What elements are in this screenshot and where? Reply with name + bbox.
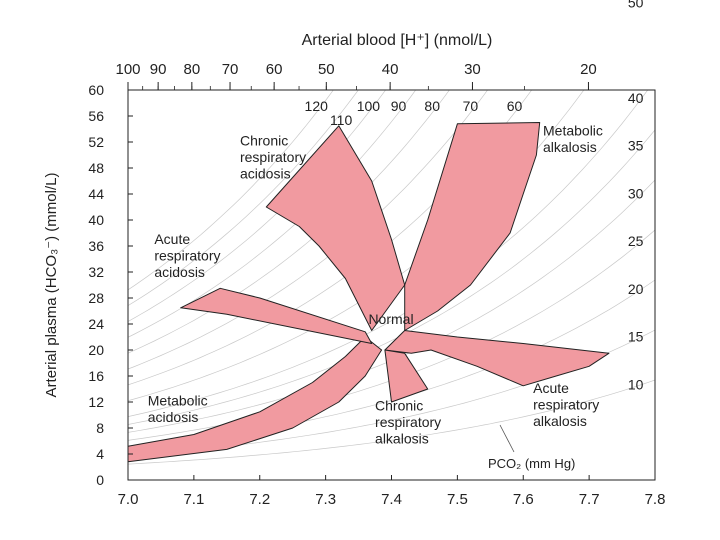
isobar-label-15: 15 — [628, 329, 644, 345]
isobar-line-10 — [128, 379, 655, 465]
annotation-chronic-resp-acidosis-line: Chronic — [240, 132, 288, 148]
region-chronic-respiratory-acidosis — [265, 125, 406, 331]
region-annotations: ChronicrespiratoryacidosisAcuterespirato… — [148, 123, 603, 447]
isobar-line-40 — [128, 90, 649, 417]
y-tick-label: 0 — [96, 472, 104, 488]
annotation-acute-resp-alkalosis-line: Acute — [533, 380, 569, 396]
y-tick-label: 16 — [88, 368, 104, 384]
y-tick-label: 32 — [88, 264, 104, 280]
y-tick-label: 20 — [88, 342, 104, 358]
x-tick-label: 7.5 — [447, 491, 468, 508]
top-tick-label: 70 — [222, 61, 239, 78]
annotation-acute-resp-acidosis-line: acidosis — [154, 264, 205, 280]
y-axis-label: Arterial plasma (HCO₃⁻) (mmol/L) — [43, 173, 60, 398]
region-chronic-respiratory-alkalosis — [384, 349, 429, 403]
top-tick-label: 90 — [150, 61, 167, 78]
y-tick-label: 36 — [88, 238, 104, 254]
x-tick-label: 7.4 — [381, 491, 402, 508]
region-metabolic-alkalosis — [404, 122, 541, 331]
annotation-chronic-resp-alkalosis-line: alkalosis — [375, 430, 429, 446]
y-tick-label: 4 — [96, 446, 104, 462]
y-tick-label: 56 — [88, 108, 104, 124]
isobar-line-110 — [128, 90, 359, 306]
x-tick-label: 7.2 — [249, 491, 270, 508]
chart-title: Arterial blood [H⁺] (nmol/L) — [302, 32, 493, 49]
isobar-line-100 — [128, 90, 386, 322]
top-tick-label: 100 — [115, 61, 140, 78]
annotation-metabolic-alkalosis-line: alkalosis — [543, 139, 597, 155]
x-tick-label: 7.8 — [645, 491, 666, 508]
y-tick-label: 48 — [88, 160, 104, 176]
isobar-label-60: 60 — [507, 98, 523, 114]
y-tick-label: 52 — [88, 134, 104, 150]
x-tick-label: 7.6 — [513, 491, 534, 508]
isobar-line-120 — [128, 90, 334, 291]
annotation-chronic-resp-alkalosis-line: respiratory — [375, 414, 441, 430]
y-tick-label: 28 — [88, 290, 104, 306]
isobar-line-90 — [128, 90, 417, 338]
isobar-label-90: 90 — [391, 98, 407, 114]
annotation-acute-resp-acidosis-line: Acute — [154, 231, 190, 247]
annotation-metabolic-acidosis-line: acidosis — [148, 409, 199, 425]
annotation-acute-resp-alkalosis-line: alkalosis — [533, 413, 587, 429]
annotation-chronic-resp-alkalosis-line: Chronic — [375, 397, 423, 413]
top-tick-label: 80 — [183, 61, 200, 78]
annotation-chronic-resp-acidosis-line: respiratory — [240, 149, 306, 165]
top-tick-label: 20 — [580, 61, 597, 78]
isobar-line-60 — [128, 90, 533, 386]
isobar-label-110: 110 — [330, 112, 353, 128]
x-tick-label: 7.7 — [579, 491, 600, 508]
x-tick-label: 7.3 — [315, 491, 336, 508]
isobar-label-120: 120 — [305, 98, 329, 114]
x-tick-label: 7.1 — [183, 491, 204, 508]
y-tick-label: 60 — [88, 82, 104, 98]
isobar-label-20: 20 — [628, 281, 644, 297]
top-tick-label: 30 — [464, 61, 481, 78]
axes: 7.0 7.1 7.2 7.3 7.4 7.5 7.6 7.7 7.80481216202428… — [88, 61, 665, 508]
annotation-metabolic-acidosis-line: Metabolic — [148, 392, 208, 408]
region-acute-respiratory-alkalosis — [384, 330, 610, 387]
top-tick-label: 50 — [318, 61, 335, 78]
y-tick-label: 40 — [88, 212, 104, 228]
isobar-line-70 — [128, 90, 489, 370]
top-tick-label: 40 — [382, 61, 399, 78]
y-tick-label: 24 — [88, 316, 104, 332]
annotation-chronic-resp-acidosis-line: acidosis — [240, 165, 291, 181]
y-tick-label: 12 — [88, 394, 104, 410]
isobar-label-40: 40 — [628, 90, 644, 106]
pco2-legend-leader — [499, 424, 515, 453]
y-tick-label: 8 — [96, 420, 104, 436]
y-tick-label: 44 — [88, 186, 104, 202]
isobar-label-30: 30 — [628, 185, 644, 201]
isobar-line-35 — [128, 129, 655, 425]
annotation-acute-resp-alkalosis-line: respiratory — [533, 396, 599, 412]
isobar-label-35: 35 — [628, 138, 644, 154]
annotation-acute-resp-acidosis-line: respiratory — [154, 248, 220, 264]
annotation-normal-line: Normal — [368, 311, 413, 327]
isobar-label-100: 100 — [357, 98, 381, 114]
isobar-label-70: 70 — [463, 98, 479, 114]
x-tick-label: 7.0 — [118, 491, 139, 508]
region-acute-respiratory-acidosis — [180, 287, 373, 344]
disorder-regions — [127, 122, 610, 463]
top-tick-label: 60 — [266, 61, 283, 78]
isobar-label-25: 25 — [628, 233, 644, 249]
pco2-legend-label: PCO₂ (mm Hg) — [488, 456, 575, 471]
isobar-label-50: 50 — [628, 0, 644, 10]
annotation-metabolic-alkalosis-line: Metabolic — [543, 123, 603, 139]
isobar-label-80: 80 — [424, 98, 440, 114]
isobar-label-10: 10 — [628, 376, 644, 392]
